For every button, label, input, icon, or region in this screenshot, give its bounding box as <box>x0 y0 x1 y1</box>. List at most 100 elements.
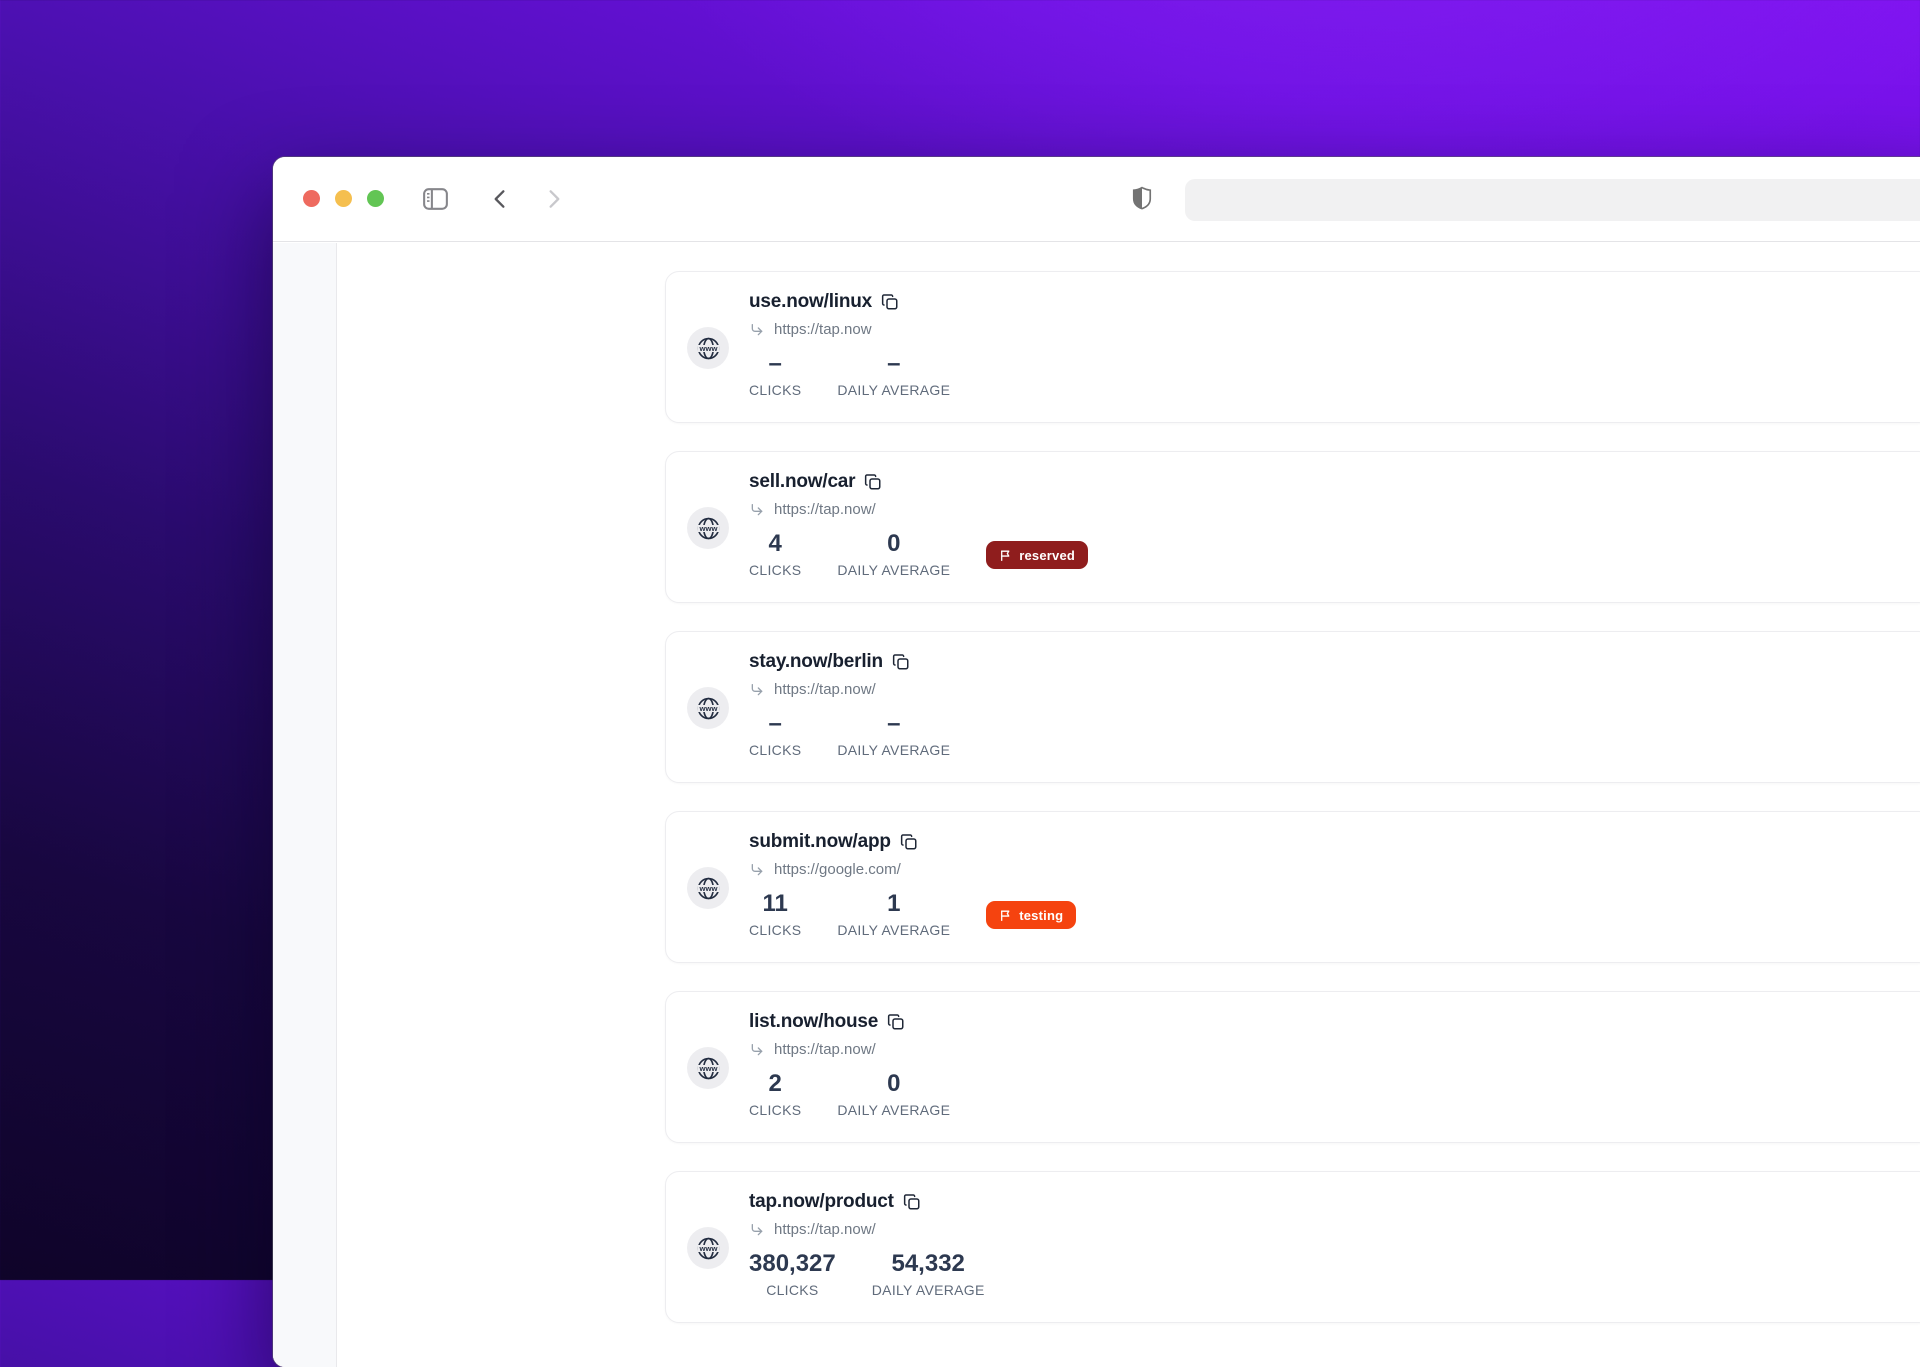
daily-average-label: DAILY AVERAGE <box>837 1102 951 1118</box>
clicks-label: CLICKS <box>749 742 802 758</box>
clicks-value: 2 <box>768 1070 782 1097</box>
sidebar-toggle-icon[interactable] <box>420 184 451 215</box>
clicks-label: CLICKS <box>749 562 802 578</box>
forward-chevron-icon[interactable] <box>542 188 565 211</box>
globe-www-icon: www <box>697 517 719 539</box>
corner-down-right-icon <box>751 503 763 515</box>
daily-average-label: DAILY AVERAGE <box>837 382 951 398</box>
daily-average-value: – <box>887 350 901 377</box>
link-card: www sell.now/car <box>665 451 1920 603</box>
corner-down-right-icon <box>751 323 763 335</box>
status-badge-label: reserved <box>1019 547 1076 563</box>
clicks-value: – <box>768 350 782 377</box>
clicks-value: 4 <box>768 530 782 557</box>
link-card: www stay.now/berlin <box>665 631 1920 783</box>
clicks-stat: 2 CLICKS <box>749 1070 801 1120</box>
browser-window: www use.now/linux <box>273 157 1920 1367</box>
daily-average-value: 54,332 <box>891 1250 965 1277</box>
svg-text:www: www <box>698 1064 717 1073</box>
clicks-stat: – CLICKS <box>749 350 801 400</box>
svg-text:www: www <box>698 884 717 893</box>
clicks-value: 380,327 <box>749 1250 836 1277</box>
svg-text:www: www <box>698 704 717 713</box>
flag-icon <box>1001 550 1010 561</box>
svg-text:www: www <box>698 344 717 353</box>
link-destination[interactable]: https://tap.now/ <box>774 681 876 698</box>
svg-text:www: www <box>698 1244 717 1253</box>
globe-www-icon: www <box>697 1237 719 1259</box>
clicks-label: CLICKS <box>766 1282 819 1298</box>
link-card: www tap.now/product <box>665 1171 1920 1323</box>
zoom-button[interactable] <box>367 190 384 207</box>
collapsed-sidebar <box>273 243 337 1367</box>
browser-toolbar <box>273 157 1920 242</box>
daily-average-value: 0 <box>887 1070 901 1097</box>
globe-www-icon: www <box>697 697 719 719</box>
copy-icon[interactable] <box>881 293 899 311</box>
close-button[interactable] <box>303 190 320 207</box>
traffic-lights <box>303 190 384 207</box>
copy-icon[interactable] <box>887 1013 905 1031</box>
daily-average-label: DAILY AVERAGE <box>837 562 951 578</box>
globe-www-icon: www <box>697 877 719 899</box>
daily-average-label: DAILY AVERAGE <box>837 742 951 758</box>
daily-average-stat: – DAILY AVERAGE <box>837 350 950 400</box>
clicks-value: – <box>768 710 782 737</box>
globe-www-icon: www <box>697 1057 719 1079</box>
daily-average-stat: 0 DAILY AVERAGE <box>837 1070 950 1120</box>
page-content: www use.now/linux <box>273 243 1920 1367</box>
daily-average-stat: 54,332 DAILY AVERAGE <box>872 1250 985 1300</box>
daily-average-value: – <box>887 710 901 737</box>
clicks-value: 11 <box>762 890 788 917</box>
privacy-shield-icon[interactable] <box>1131 186 1153 212</box>
link-slug[interactable]: sell.now/car <box>749 471 856 492</box>
link-destination[interactable]: https://tap.now/ <box>774 501 876 518</box>
status-badge: reserved <box>986 541 1089 569</box>
link-destination[interactable]: https://tap.now <box>774 321 872 338</box>
link-slug[interactable]: submit.now/app <box>749 831 891 852</box>
link-favicon: www <box>687 867 729 909</box>
daily-average-value: 0 <box>887 530 901 557</box>
daily-average-stat: 0 DAILY AVERAGE <box>837 530 950 580</box>
corner-down-right-icon <box>751 1043 763 1055</box>
address-bar[interactable] <box>1185 179 1920 221</box>
copy-icon[interactable] <box>892 653 910 671</box>
clicks-stat: – CLICKS <box>749 710 801 760</box>
daily-average-stat: 1 DAILY AVERAGE <box>837 890 950 940</box>
link-favicon: www <box>687 507 729 549</box>
clicks-label: CLICKS <box>749 1102 802 1118</box>
link-favicon: www <box>687 1047 729 1089</box>
back-chevron-icon[interactable] <box>489 188 512 211</box>
clicks-label: CLICKS <box>749 922 802 938</box>
copy-icon[interactable] <box>903 1193 921 1211</box>
link-favicon: www <box>687 687 729 729</box>
clicks-stat: 4 CLICKS <box>749 530 801 580</box>
link-slug[interactable]: tap.now/product <box>749 1191 894 1212</box>
copy-icon[interactable] <box>900 833 918 851</box>
daily-average-value: 1 <box>887 890 901 917</box>
copy-icon[interactable] <box>864 473 882 491</box>
link-destination[interactable]: https://tap.now/ <box>774 1221 876 1238</box>
clicks-stat: 380,327 CLICKS <box>749 1250 836 1300</box>
corner-down-right-icon <box>751 683 763 695</box>
link-favicon: www <box>687 1227 729 1269</box>
link-favicon: www <box>687 327 729 369</box>
svg-text:www: www <box>698 524 717 533</box>
minimize-button[interactable] <box>335 190 352 207</box>
link-slug[interactable]: stay.now/berlin <box>749 651 883 672</box>
link-slug[interactable]: list.now/house <box>749 1011 879 1032</box>
link-destination[interactable]: https://tap.now/ <box>774 1041 876 1058</box>
link-card: www submit.now/app <box>665 811 1920 963</box>
link-slug[interactable]: use.now/linux <box>749 291 873 312</box>
status-badge-label: testing <box>1019 907 1064 923</box>
link-card: www use.now/linux <box>665 271 1920 423</box>
globe-www-icon: www <box>697 337 719 359</box>
clicks-stat: 11 CLICKS <box>749 890 801 940</box>
daily-average-label: DAILY AVERAGE <box>871 1282 985 1298</box>
daily-average-stat: – DAILY AVERAGE <box>837 710 950 760</box>
clicks-label: CLICKS <box>749 382 802 398</box>
daily-average-label: DAILY AVERAGE <box>837 922 951 938</box>
corner-down-right-icon <box>751 863 763 875</box>
corner-down-right-icon <box>751 1223 763 1235</box>
link-destination[interactable]: https://google.com/ <box>774 861 901 878</box>
